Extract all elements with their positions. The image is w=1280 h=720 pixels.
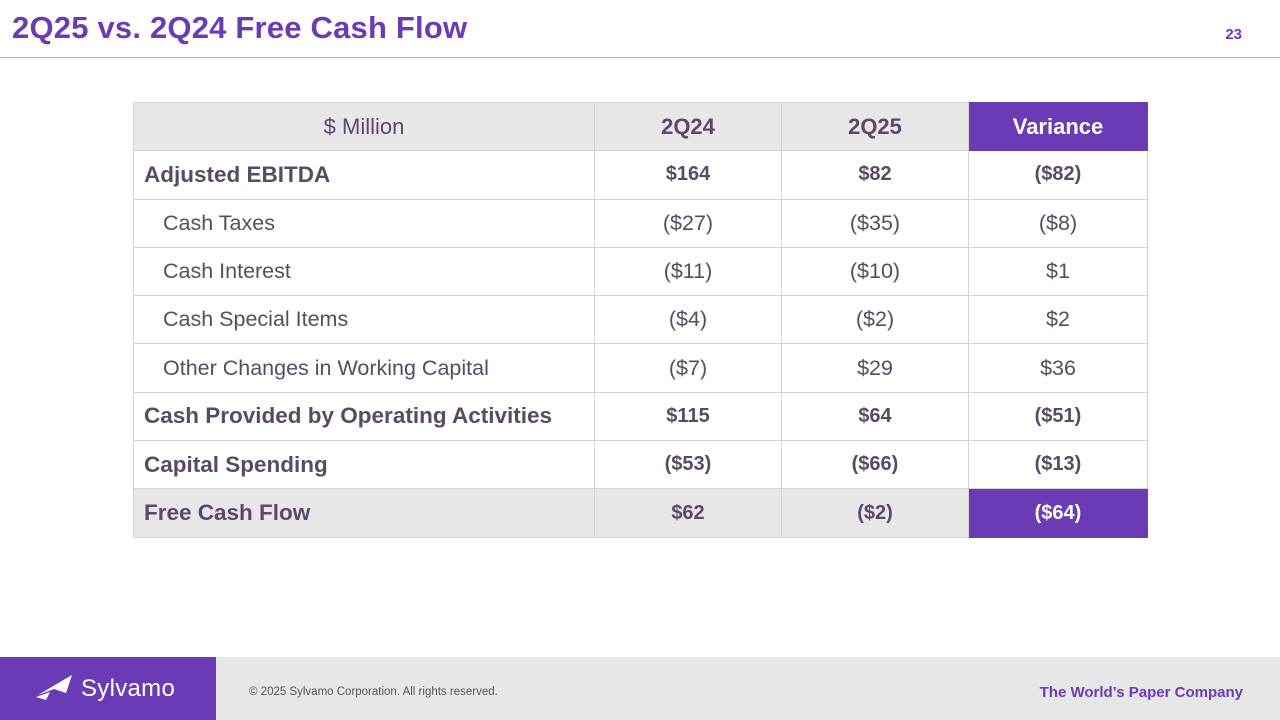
table-row: Adjusted EBITDA $164 $82 ($82) xyxy=(133,150,1148,200)
sylvamo-logo-icon xyxy=(36,675,72,700)
cell-variance: $36 xyxy=(968,343,1148,393)
row-label: Capital Spending xyxy=(133,440,595,490)
table-row: Cash Interest ($11) ($10) $1 xyxy=(133,246,1148,297)
cell-variance: ($8) xyxy=(968,198,1148,248)
logo-text: Sylvamo xyxy=(81,675,176,702)
table-row: Capital Spending ($53) ($66) ($13) xyxy=(133,440,1148,490)
row-label: Cash Interest xyxy=(133,246,595,297)
table-row: Cash Special Items ($4) ($2) $2 xyxy=(133,295,1148,345)
header-2q24: 2Q24 xyxy=(594,101,782,152)
cell-2q24: ($7) xyxy=(594,343,782,393)
cell-2q25: $29 xyxy=(781,343,969,393)
cell-2q24: $62 xyxy=(594,488,782,538)
footer: Sylvamo © 2025 Sylvamo Corporation. All … xyxy=(0,657,1280,720)
cell-variance: $2 xyxy=(968,295,1148,345)
tagline: The World’s Paper Company xyxy=(1039,684,1243,701)
cell-2q25: $64 xyxy=(781,391,969,442)
table-row: Cash Provided by Operating Activities $1… xyxy=(133,391,1148,442)
table-row: Other Changes in Working Capital ($7) $2… xyxy=(133,343,1148,393)
cell-2q24: ($27) xyxy=(594,198,782,248)
footer-brand-block: Sylvamo xyxy=(0,657,216,720)
cell-2q25: $82 xyxy=(781,150,969,200)
cell-variance: ($82) xyxy=(968,150,1148,200)
cell-2q25: ($66) xyxy=(781,440,969,490)
page-number: 23 xyxy=(1225,26,1242,43)
cell-variance-highlight: ($64) xyxy=(968,488,1148,538)
title-divider xyxy=(0,57,1280,58)
header-variance: Variance xyxy=(968,101,1148,152)
row-label: Adjusted EBITDA xyxy=(133,150,595,200)
row-label: Cash Provided by Operating Activities xyxy=(133,391,595,442)
cell-2q25: ($35) xyxy=(781,198,969,248)
cell-2q24: ($53) xyxy=(594,440,782,490)
table-row: Cash Taxes ($27) ($35) ($8) xyxy=(133,198,1148,248)
cell-variance: $1 xyxy=(968,246,1148,297)
cell-variance: ($13) xyxy=(968,440,1148,490)
row-label: Free Cash Flow xyxy=(133,488,595,538)
cell-variance: ($51) xyxy=(968,391,1148,442)
cell-2q24: ($4) xyxy=(594,295,782,345)
row-label: Cash Special Items xyxy=(133,295,595,345)
cell-2q24: ($11) xyxy=(594,246,782,297)
header-2q25: 2Q25 xyxy=(781,101,969,152)
table-header-row: $ Million 2Q24 2Q25 Variance xyxy=(133,101,1148,152)
free-cash-flow-table: $ Million 2Q24 2Q25 Variance Adjusted EB… xyxy=(133,101,1148,538)
cell-2q25: ($2) xyxy=(781,295,969,345)
cell-2q25: ($2) xyxy=(781,488,969,538)
header-unit: $ Million xyxy=(133,101,595,152)
copyright-text: © 2025 Sylvamo Corporation. All rights r… xyxy=(249,686,498,698)
slide-title: 2Q25 vs. 2Q24 Free Cash Flow xyxy=(12,10,468,45)
row-label: Cash Taxes xyxy=(133,198,595,248)
table-row-total: Free Cash Flow $62 ($2) ($64) xyxy=(133,488,1148,538)
cell-2q25: ($10) xyxy=(781,246,969,297)
row-label: Other Changes in Working Capital xyxy=(133,343,595,393)
cell-2q24: $115 xyxy=(594,391,782,442)
cell-2q24: $164 xyxy=(594,150,782,200)
